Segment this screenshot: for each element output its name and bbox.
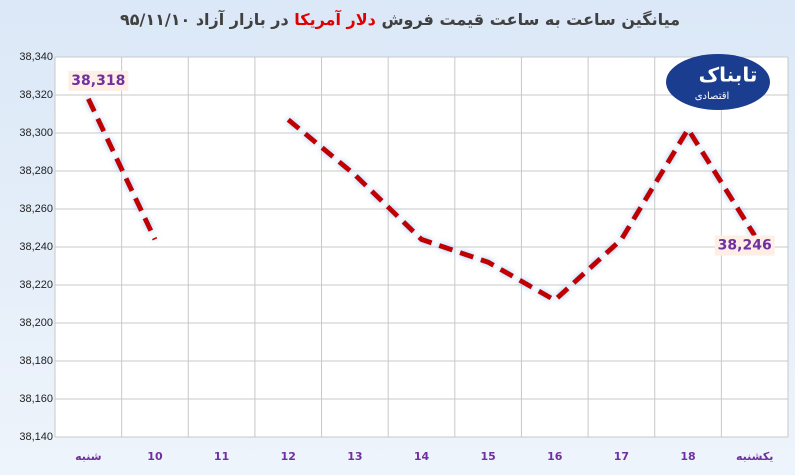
x-tick-label: 13 xyxy=(347,450,362,463)
y-tick-label: 38,220 xyxy=(19,279,53,291)
title-part: میانگین ساعت به ساعت قیمت فروش xyxy=(381,10,680,29)
logo: تابناک اقتصادی xyxy=(666,54,770,110)
y-tick-label: 38,240 xyxy=(19,241,53,253)
y-tick-label: 38,260 xyxy=(19,203,53,215)
data-line xyxy=(86,97,757,304)
x-tick-label: شنبه xyxy=(75,450,101,463)
x-tick-label: 17 xyxy=(614,450,629,463)
x-tick-label: یکشنبه xyxy=(736,450,773,463)
x-tick-label: 18 xyxy=(680,450,695,463)
logo-badge xyxy=(666,54,770,110)
y-tick-label: 38,340 xyxy=(19,51,53,63)
y-tick-label: 38,160 xyxy=(19,393,53,405)
logo-subtitle: اقتصادی xyxy=(695,91,730,102)
y-tick-label: 38,320 xyxy=(19,89,53,101)
data-label-box xyxy=(714,235,775,256)
title-part: در بازار آزاد ۹۵/۱۱/۱۰ xyxy=(120,9,289,29)
data-label: 38,318 xyxy=(71,73,125,89)
x-tick-label: 10 xyxy=(147,450,163,463)
x-tick-label: 12 xyxy=(281,450,296,463)
data-label-box xyxy=(68,70,129,91)
y-tick-label: 38,180 xyxy=(19,355,53,367)
y-tick-label: 38,280 xyxy=(19,165,53,177)
y-tick-label: 38,140 xyxy=(19,431,53,443)
data-label: 38,246 xyxy=(718,238,772,254)
x-tick-label: 15 xyxy=(480,450,495,463)
x-tick-label: 16 xyxy=(547,450,563,463)
title-highlight: دلار آمریکا xyxy=(294,9,376,29)
x-tick-label: 14 xyxy=(414,450,430,463)
x-tick-label: 11 xyxy=(214,450,229,463)
logo-text: تابناک xyxy=(699,63,758,87)
chart-title: میانگین ساعت به ساعت قیمت فروش دلار آمری… xyxy=(120,9,680,29)
y-tick-label: 38,200 xyxy=(19,317,53,329)
y-tick-label: 38,300 xyxy=(19,127,53,139)
